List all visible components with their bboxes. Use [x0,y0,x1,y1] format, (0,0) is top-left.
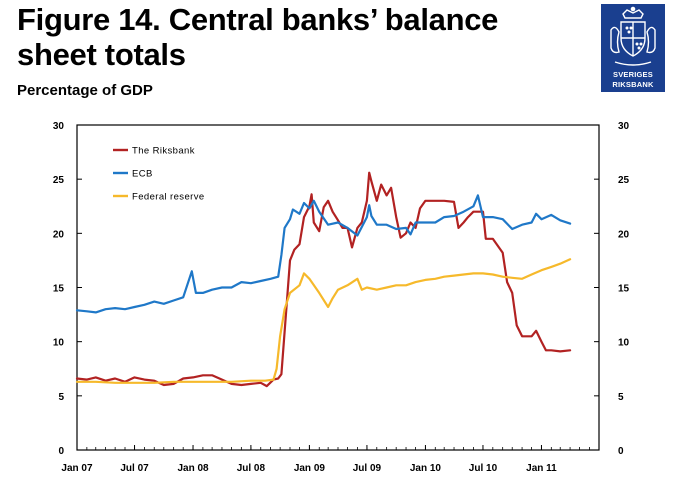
y-tick-label-right: 15 [618,284,630,295]
y-tick-label-right: 5 [618,392,624,403]
y-tick-label-left: 10 [53,338,65,349]
x-tick-label: Jul 08 [237,463,266,474]
legend-label: ECB [132,169,153,180]
logo-text-line1: SVERIGES [613,70,653,79]
y-tick-label-right: 10 [618,338,630,349]
plot-frame [76,124,600,451]
series-layer [75,171,572,388]
logo-text-line2: RIKSBANK [612,80,654,89]
x-tick-label: Jul 07 [120,463,149,474]
y-tick-label-left: 15 [53,284,65,295]
series-line-1 [75,171,572,388]
x-tick-label: Jan 09 [294,463,326,474]
x-tick-label: Jul 10 [469,463,498,474]
legend: The Riksbank ECB Federal reserve [113,146,205,203]
y-tick-label-left: 20 [53,229,65,240]
chart-subtitle: Percentage of GDP [17,82,153,99]
x-tick-label: Jan 07 [61,463,93,474]
riksbank-logo: SVERIGES RIKSBANK [601,4,665,92]
y-tick-label-left: 5 [58,392,64,403]
legend-label: The Riksbank [132,146,195,157]
series-line-2 [75,194,572,314]
y-tick-label-right: 25 [618,175,630,186]
legend-label: Federal reserve [132,192,205,203]
y-tick-label-right: 30 [618,121,630,132]
y-tick-label-right: 0 [618,446,624,457]
x-tick-label: Jul 09 [353,463,382,474]
series-line-3 [75,258,572,384]
y-tick-label-left: 0 [58,446,64,457]
y-tick-label-left: 25 [53,175,65,186]
x-tick-label: Jan 11 [526,463,557,474]
riksbank-crest-icon [610,6,656,66]
axes-layer: 0 0 5 5 10 10 15 15 20 20 25 25 30 30 Jan 07 Jul 07 Jan … [53,121,630,474]
x-tick-label: Jan 08 [177,463,209,474]
x-tick-label: Jan 10 [410,463,442,474]
page-title: Figure 14. Central banks’ balance sheet … [17,2,499,72]
y-tick-label-left: 30 [53,121,65,132]
y-tick-label-right: 20 [618,229,630,240]
